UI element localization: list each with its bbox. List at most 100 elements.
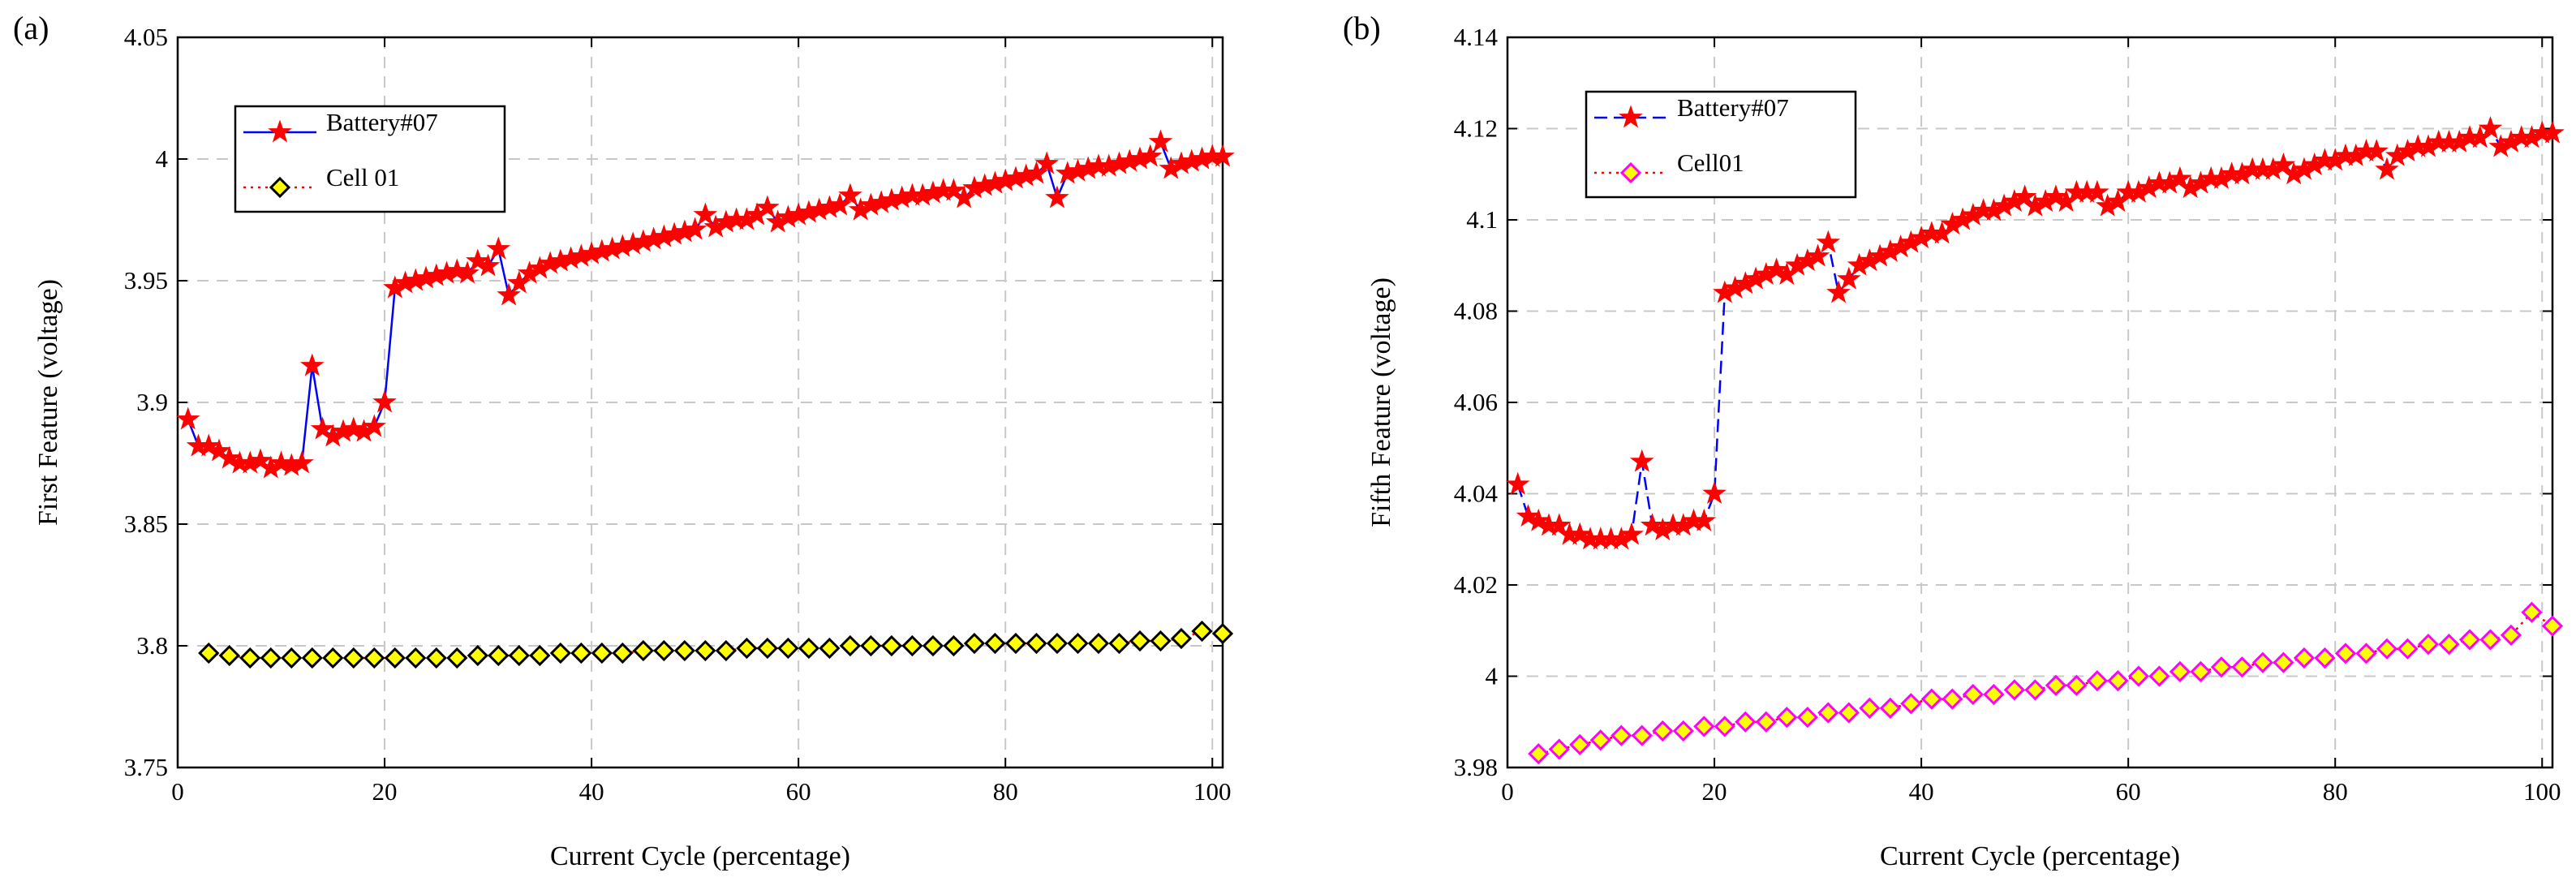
y-tick-label: 4 [1486, 662, 1499, 690]
data-point [2521, 601, 2543, 623]
series-cell [1528, 601, 2564, 765]
data-point [1942, 688, 1963, 710]
data-point [1026, 632, 1047, 655]
x-axis-title: Current Cycle (percentage) [550, 841, 850, 871]
data-point [2148, 665, 2170, 687]
x-tick-label: 40 [579, 777, 604, 806]
data-point [2003, 679, 2025, 701]
data-point [612, 642, 634, 664]
x-tick-label: 0 [1501, 777, 1514, 806]
data-point [425, 647, 447, 669]
data-point [1191, 620, 1213, 643]
y-tick-label: 4.04 [1454, 479, 1499, 508]
data-point [2500, 624, 2522, 646]
data-point [2479, 629, 2501, 651]
data-point [372, 389, 397, 413]
data-point [1611, 724, 1632, 746]
y-tick-label: 3.98 [1454, 753, 1498, 781]
data-point [529, 644, 551, 667]
data-point [2355, 643, 2377, 664]
data-point [1630, 449, 1654, 472]
x-tick-label: 80 [993, 777, 1018, 806]
data-point [2127, 665, 2150, 687]
data-point [2012, 184, 2037, 208]
data-point [1816, 230, 1841, 253]
legend: Battery#07 Cell 01 [234, 105, 506, 213]
y-tick-label: 4.12 [1454, 114, 1498, 143]
data-point [218, 644, 240, 667]
data-point [1046, 632, 1069, 655]
data-point [2458, 629, 2481, 651]
data-point [2085, 179, 2109, 203]
data-point [2478, 115, 2503, 140]
data-point [1900, 693, 1922, 715]
data-point [488, 644, 510, 667]
data-point [363, 647, 385, 669]
data-point [1045, 185, 1069, 209]
data-point [281, 647, 303, 669]
data-point [1764, 257, 1789, 281]
data-point [322, 647, 344, 669]
data-point [2293, 647, 2316, 669]
x-tick-label: 20 [372, 777, 398, 806]
data-point [1129, 630, 1151, 652]
data-point [682, 217, 707, 240]
data-point [2045, 674, 2067, 696]
data-point [362, 414, 387, 437]
y-tick-label: 4.08 [1454, 297, 1498, 325]
data-point [1547, 513, 1572, 536]
data-point [455, 260, 480, 284]
chart-panel-a: 0 20 40 60 80 100 3.75 3.8 3.85 3.9 3.95 4 4.05 Curre… [13, 10, 1235, 871]
data-point [1692, 508, 1717, 531]
data-point [1569, 733, 1591, 755]
data-point [901, 634, 923, 657]
data-point [922, 634, 944, 657]
data-point [693, 202, 718, 226]
data-point [2376, 638, 2398, 660]
data-point [819, 637, 841, 660]
data-point [384, 647, 406, 669]
data-point [963, 632, 986, 655]
data-point [860, 634, 882, 657]
data-point [1004, 632, 1027, 655]
data-point [1170, 627, 1193, 650]
data-point [1211, 622, 1234, 645]
y-tick-label: 3.85 [124, 509, 168, 538]
legend-label: Cell01 [1677, 148, 1744, 177]
data-point [300, 353, 325, 376]
data-point [405, 647, 427, 669]
data-point [486, 236, 511, 260]
data-point [838, 183, 862, 206]
data-point [632, 639, 654, 662]
data-point [1548, 738, 1570, 760]
data-point [1837, 266, 1861, 290]
x-tick-label: 80 [2323, 777, 2348, 806]
data-point [342, 647, 364, 669]
data-point [1067, 632, 1089, 655]
data-point [2417, 634, 2440, 656]
y-tick-label: 3.8 [136, 631, 168, 660]
y-tick-label: 3.95 [124, 266, 168, 295]
y-tick-label: 4.02 [1454, 570, 1498, 599]
data-point [290, 450, 314, 474]
series-battery [175, 129, 1235, 479]
data-point [1672, 720, 1694, 742]
y-axis-title: First Feature (voltage) [33, 279, 63, 526]
data-point [591, 642, 613, 664]
data-point [175, 406, 200, 430]
x-tick-label: 100 [1193, 777, 1232, 806]
y-tick-label: 4.14 [1454, 23, 1499, 51]
legend-marker [269, 176, 291, 199]
panel-label: (b) [1343, 10, 1381, 46]
data-point [1137, 144, 1163, 167]
data-point [2334, 643, 2357, 664]
data-point [497, 282, 521, 306]
data-point [2438, 634, 2460, 656]
data-point [1652, 720, 1674, 742]
data-point [2375, 157, 2399, 180]
y-tick-label: 3.9 [136, 388, 168, 416]
data-point [2169, 660, 2191, 682]
data-point [1631, 724, 1653, 746]
data-point [1755, 711, 1777, 733]
data-point [2210, 656, 2233, 678]
